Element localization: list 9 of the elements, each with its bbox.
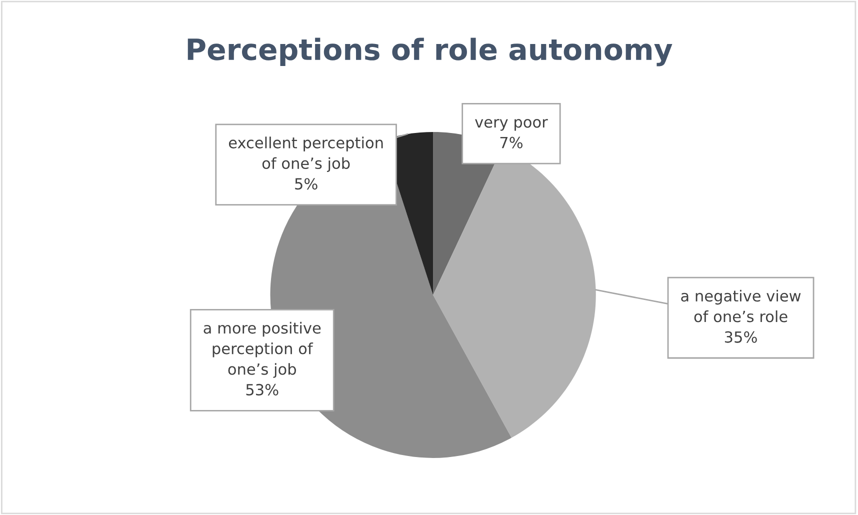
data-label: 35%: [724, 331, 757, 343]
data-label: 5%: [295, 178, 318, 190]
slice-label: excellent perception of one’s job: [228, 136, 383, 172]
slice-label: a more positive perception of one’s job: [204, 322, 321, 378]
data-label: 53%: [246, 384, 278, 396]
data-label: 7%: [500, 136, 522, 148]
chart-title: Perceptions of role autonomy: [188, 38, 672, 66]
slice-label: a negative view of one’s role: [681, 290, 801, 322]
slice-label: very poor: [475, 119, 548, 131]
